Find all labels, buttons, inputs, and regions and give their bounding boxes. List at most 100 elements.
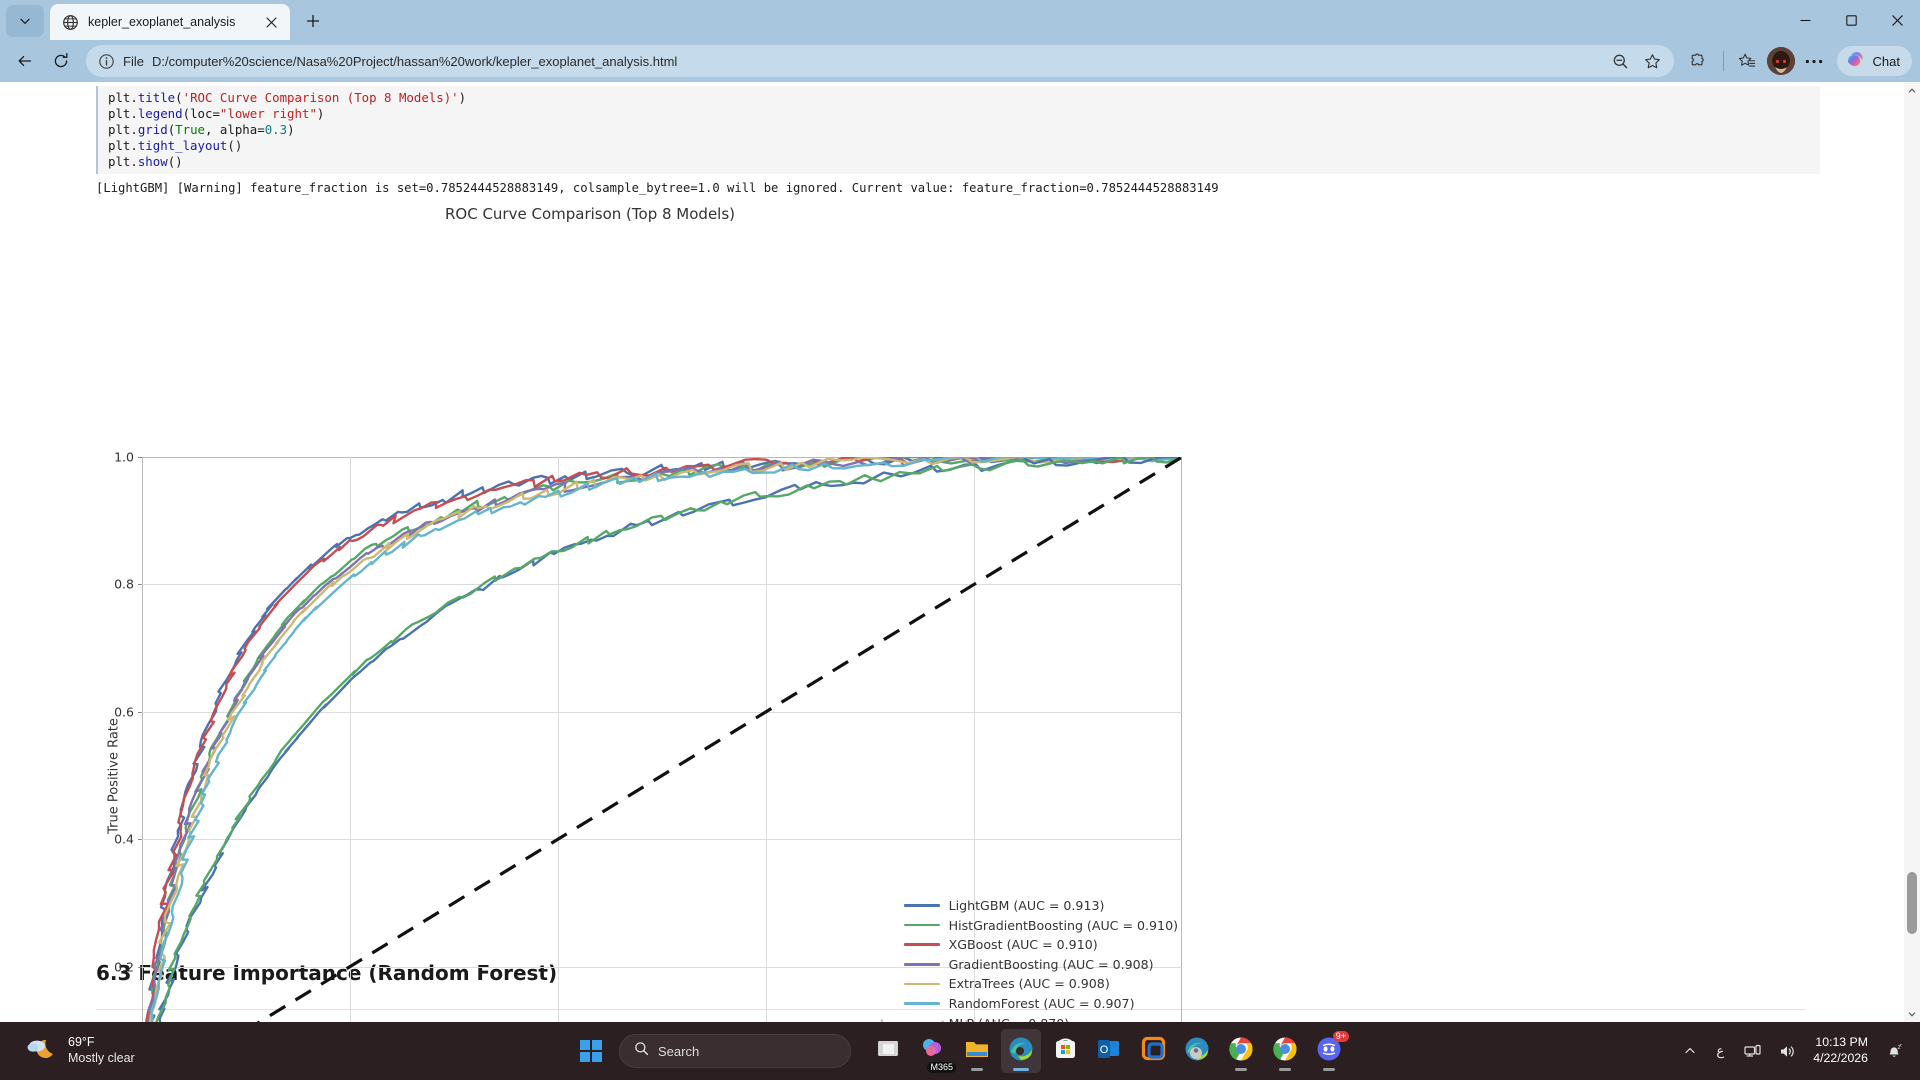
collections-icon[interactable] (1731, 44, 1765, 78)
address-bar-actions (1606, 47, 1668, 75)
taskbar-app-outlook[interactable]: O (1089, 1029, 1129, 1073)
store-icon (1053, 1036, 1078, 1066)
chat-label: Chat (1872, 53, 1900, 69)
taskbar-app-vmware[interactable] (1133, 1029, 1173, 1073)
search-placeholder: Search (658, 1043, 700, 1059)
y-tickmark (138, 966, 142, 968)
taskbar-app-chrome-1[interactable] (1221, 1029, 1261, 1073)
toolbar-divider (1722, 51, 1724, 71)
discord-icon (1316, 1036, 1342, 1067)
legend-item: GradientBoosting (AUC = 0.908) (903, 954, 1178, 974)
scroll-down-arrow[interactable] (1904, 1005, 1920, 1022)
url-text[interactable]: D:/computer%20science/Nasa%20Project/has… (151, 53, 678, 69)
taskbar-app-chrome-2[interactable] (1265, 1029, 1305, 1073)
info-icon[interactable] (98, 53, 115, 70)
roc-curve-lightgbm (142, 457, 1182, 1022)
show-hidden-icons-button[interactable] (1677, 1031, 1703, 1071)
axis-frame (142, 457, 1182, 1022)
legend-swatch (903, 904, 940, 907)
window-close-button[interactable] (1874, 0, 1920, 40)
taskbar-app-folder[interactable] (957, 1029, 997, 1073)
close-icon[interactable] (260, 11, 282, 33)
weather-widget[interactable]: 69°F Mostly clear (0, 1034, 135, 1069)
favorite-star-icon[interactable] (1638, 47, 1668, 75)
taskbar-app-microsoft-store[interactable] (1045, 1029, 1085, 1073)
scroll-up-arrow[interactable] (1904, 82, 1920, 99)
window-controls (1782, 0, 1920, 40)
start-button[interactable] (571, 1031, 611, 1071)
taskbar-app-edge-profile[interactable] (1177, 1029, 1217, 1073)
legend-item: MLP (AUC = 0.870) (903, 1013, 1178, 1022)
browser-tab[interactable]: kepler_exoplanet_analysis (50, 4, 290, 40)
taskbar-pinned-apps: M365 (869, 1029, 1349, 1073)
back-button[interactable] (8, 44, 42, 78)
legend-item: XGBoost (AUC = 0.910) (903, 935, 1178, 955)
minimize-button[interactable] (1782, 0, 1828, 40)
refresh-button[interactable] (44, 44, 78, 78)
legend-item: LightGBM (AUC = 0.913) (903, 896, 1178, 916)
legend-label: GradientBoosting (AUC = 0.908) (948, 956, 1154, 972)
extensions-icon[interactable] (1682, 44, 1716, 78)
url-scheme-label: File (123, 53, 144, 69)
new-tab-button[interactable] (298, 6, 328, 36)
copilot-chat-button[interactable]: Chat (1836, 46, 1912, 76)
language-indicator[interactable]: ع (1707, 1031, 1733, 1071)
discord-badge: 9+ (1332, 1031, 1349, 1042)
y-tickmark (138, 711, 142, 713)
clock[interactable]: 10:13 PM 4/22/2026 (1807, 1035, 1874, 1067)
folder-icon (964, 1038, 990, 1065)
roc-curve-randomforest (142, 457, 1182, 1022)
code-line: plt.grid(True, alpha=0.3) (108, 122, 295, 137)
weather-text: 69°F Mostly clear (68, 1035, 135, 1066)
m365-tag: M365 (927, 1062, 956, 1073)
y-tickmark (138, 839, 142, 841)
roc-curve-gradientboosting (142, 457, 1182, 1022)
bell-dnd-icon[interactable]: z z (1878, 1031, 1910, 1071)
weather-partly-cloudy-night-icon (24, 1034, 58, 1069)
network-icon[interactable] (1737, 1031, 1768, 1071)
toolbar-right-actions: Chat (1682, 44, 1912, 78)
legend-item: HistGradientBoosting (AUC = 0.910) (903, 915, 1178, 935)
code-line: plt.tight_layout() (108, 138, 243, 153)
taskbar-app-microsoft-365[interactable]: M365 (913, 1029, 956, 1073)
edge-icon (1008, 1036, 1034, 1067)
svg-text:z: z (1898, 1045, 1901, 1051)
legend-label: XGBoost (AUC = 0.910) (948, 937, 1098, 953)
windows-taskbar: 69°F Mostly clear Search (0, 1022, 1920, 1080)
gridline-vertical (766, 457, 767, 1022)
y-axis-label: True Positive Rate (106, 717, 122, 834)
code-line: plt.legend(loc="lower right") (108, 106, 325, 121)
running-indicator (1279, 1068, 1291, 1071)
gridline-vertical (558, 457, 559, 1022)
legend-item: ExtraTrees (AUC = 0.908) (903, 974, 1178, 994)
settings-and-more-button[interactable] (1797, 44, 1831, 78)
taskbar-app-file-explorer[interactable] (869, 1029, 909, 1073)
chart-title: ROC Curve Comparison (Top 8 Models) (444, 205, 736, 223)
y-tick-label: 0.6 (114, 704, 134, 720)
lightgbm-warning-output: [LightGBM] [Warning] feature_fraction is… (96, 181, 1219, 195)
zoom-out-icon[interactable] (1606, 47, 1636, 75)
profile-avatar[interactable] (1766, 47, 1795, 75)
vmware-icon (1141, 1036, 1166, 1066)
system-tray: ع 10:13 PM 4/22/2026 z (1677, 1031, 1910, 1071)
taskbar-app-edge-dev[interactable] (1001, 1029, 1041, 1073)
volume-icon[interactable] (1772, 1031, 1803, 1071)
running-indicator (1013, 1068, 1029, 1071)
svg-text:O: O (1100, 1044, 1109, 1056)
maximize-button[interactable] (1828, 0, 1874, 40)
page-scrollbar[interactable] (1904, 82, 1920, 1022)
gridline-horizontal (142, 966, 1182, 968)
taskbar-app-discord[interactable]: 9+ (1309, 1029, 1349, 1073)
taskbar-search[interactable]: Search (619, 1034, 851, 1068)
scrollbar-thumb[interactable] (1907, 872, 1917, 934)
y-tick-label: 1.0 (114, 449, 134, 465)
outlook-icon: O (1096, 1037, 1122, 1066)
address-bar[interactable]: File D:/computer%20science/Nasa%20Projec… (86, 45, 1674, 77)
tab-actions-chevron-button[interactable] (6, 5, 44, 37)
edge-profile-icon (1184, 1036, 1210, 1067)
tab-title: kepler_exoplanet_analysis (88, 15, 236, 29)
tab-strip: kepler_exoplanet_analysis (0, 0, 1920, 40)
gridline-horizontal (142, 711, 1182, 713)
legend-label: ExtraTrees (AUC = 0.908) (948, 976, 1110, 992)
file-explorer-icon (876, 1037, 902, 1066)
